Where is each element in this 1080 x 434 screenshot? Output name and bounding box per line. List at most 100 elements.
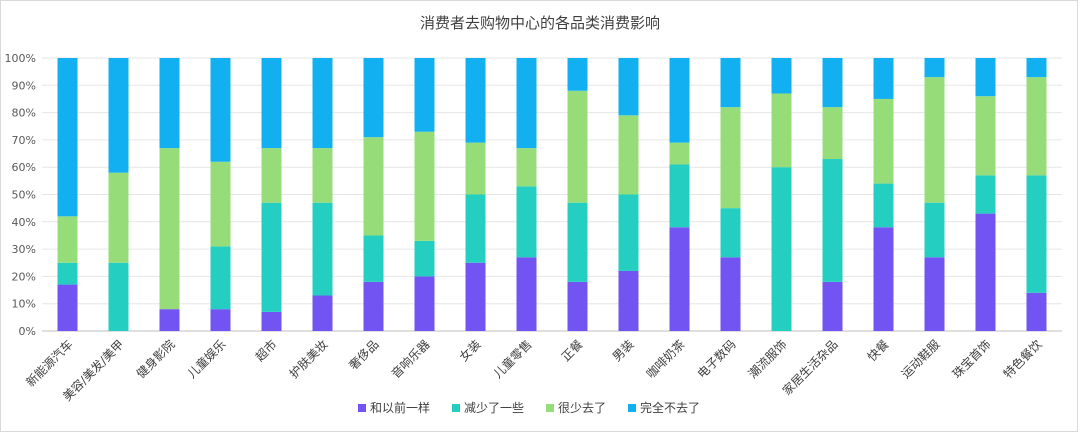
bar-segment bbox=[720, 107, 741, 209]
bar-segment bbox=[873, 58, 894, 99]
y-tick-label: 50% bbox=[12, 189, 36, 202]
x-category-label: 儿童零售 bbox=[490, 337, 535, 382]
bar-stack bbox=[108, 58, 129, 331]
bar-segment bbox=[720, 208, 741, 258]
bar-segment bbox=[465, 58, 486, 143]
legend-label: 很少去了 bbox=[558, 401, 606, 415]
bar-stack bbox=[618, 58, 639, 331]
bar-segment bbox=[363, 58, 384, 138]
x-category-label: 护肤美妆 bbox=[286, 337, 331, 382]
bar-segment bbox=[822, 281, 843, 331]
bar-segment bbox=[669, 164, 690, 228]
x-category-label: 奢侈品 bbox=[346, 337, 381, 372]
y-tick-label: 100% bbox=[5, 52, 36, 65]
y-tick-label: 40% bbox=[12, 216, 36, 229]
legend-swatch bbox=[628, 404, 636, 412]
y-tick-label: 0% bbox=[19, 325, 36, 338]
x-category-label: 女装 bbox=[456, 337, 484, 365]
bar-segment bbox=[669, 58, 690, 143]
bar-segment bbox=[720, 257, 741, 331]
legend-swatch bbox=[452, 404, 460, 412]
bar-segment bbox=[1026, 292, 1047, 331]
bar-segment bbox=[873, 98, 894, 184]
bar-segment bbox=[516, 186, 537, 258]
bar-segment bbox=[771, 93, 792, 168]
bar-segment bbox=[567, 90, 588, 203]
bar-segment bbox=[159, 58, 180, 149]
bar-segment bbox=[618, 270, 639, 331]
legend-label: 完全不去了 bbox=[640, 400, 700, 415]
x-category-label: 正餐 bbox=[558, 337, 586, 365]
bar-segment bbox=[210, 161, 231, 247]
bar-segment bbox=[567, 202, 588, 282]
legend-item: 完全不去了 bbox=[628, 400, 700, 415]
bar-segment bbox=[618, 194, 639, 271]
bar-stack bbox=[159, 58, 180, 331]
bar-segment bbox=[567, 281, 588, 331]
bar-stack bbox=[1026, 58, 1047, 331]
bar-segment bbox=[822, 58, 843, 108]
bar-segment bbox=[924, 257, 945, 331]
bar-stack bbox=[822, 58, 843, 331]
bar-segment bbox=[261, 202, 282, 312]
x-category-label: 家居生活杂品 bbox=[779, 337, 841, 399]
bar-segment bbox=[210, 309, 231, 331]
bar-stack bbox=[771, 58, 792, 331]
bar-segment bbox=[465, 142, 486, 195]
y-tick-label: 70% bbox=[12, 134, 36, 147]
y-tick-label: 60% bbox=[12, 161, 36, 174]
bar-segment bbox=[924, 77, 945, 203]
bar-segment bbox=[975, 96, 996, 176]
bar-segment bbox=[312, 148, 333, 203]
bar-segment bbox=[669, 142, 690, 165]
bar-segment bbox=[873, 227, 894, 331]
bar-segment bbox=[567, 58, 588, 91]
bar-segment bbox=[261, 148, 282, 203]
bar-segment bbox=[312, 58, 333, 149]
y-axis-ticks: 0% 10% 20% 30% 40% 50% 60% 70% 80% 90% 100% bbox=[5, 52, 36, 338]
bar-segment bbox=[924, 58, 945, 78]
legend-swatch bbox=[358, 404, 366, 412]
bar-segment bbox=[312, 202, 333, 296]
bar-segment bbox=[414, 276, 435, 331]
bar-segment bbox=[108, 172, 129, 263]
bar-stack bbox=[414, 58, 435, 331]
legend-item: 减少了一些 bbox=[452, 401, 524, 415]
bar-segment bbox=[363, 281, 384, 331]
bar-stack bbox=[57, 58, 78, 331]
legend: 和以前一样 减少了一些 很少去了 完全不去了 bbox=[358, 400, 700, 415]
bar-segment bbox=[414, 131, 435, 241]
bar-segment bbox=[57, 284, 78, 331]
x-category-label: 新能源汽车 bbox=[23, 337, 76, 390]
bar-segment bbox=[363, 235, 384, 282]
y-tick-label: 10% bbox=[12, 298, 36, 311]
bar-stack bbox=[975, 58, 996, 331]
bar-segment bbox=[261, 58, 282, 149]
bar-segment bbox=[1026, 175, 1047, 293]
x-category-label: 健身影院 bbox=[133, 337, 178, 382]
bar-segment bbox=[414, 240, 435, 277]
bar-segment bbox=[771, 58, 792, 94]
bar-segment bbox=[822, 107, 843, 160]
x-category-label: 快餐 bbox=[864, 337, 892, 365]
bar-segment bbox=[924, 202, 945, 258]
x-category-label: 儿童娱乐 bbox=[184, 337, 229, 382]
bar-segment bbox=[57, 216, 78, 263]
x-category-label: 特色餐饮 bbox=[1000, 337, 1045, 382]
bar-stack bbox=[567, 58, 588, 331]
bar-stack bbox=[924, 58, 945, 331]
bar-stack bbox=[261, 58, 282, 331]
bar-segment bbox=[465, 194, 486, 263]
bar-segment bbox=[618, 115, 639, 195]
legend-label: 和以前一样 bbox=[370, 400, 430, 415]
y-tick-label: 90% bbox=[12, 79, 36, 92]
bar-segment bbox=[720, 58, 741, 108]
bar-segment bbox=[1026, 77, 1047, 176]
bar-segment bbox=[159, 309, 180, 331]
bar-segment bbox=[975, 213, 996, 331]
legend-swatch bbox=[546, 404, 554, 412]
chart-title: 消费者去购物中心的各品类消费影响 bbox=[420, 14, 660, 32]
bar-stack bbox=[363, 58, 384, 331]
bar-segment bbox=[975, 58, 996, 97]
bar-segment bbox=[669, 227, 690, 331]
